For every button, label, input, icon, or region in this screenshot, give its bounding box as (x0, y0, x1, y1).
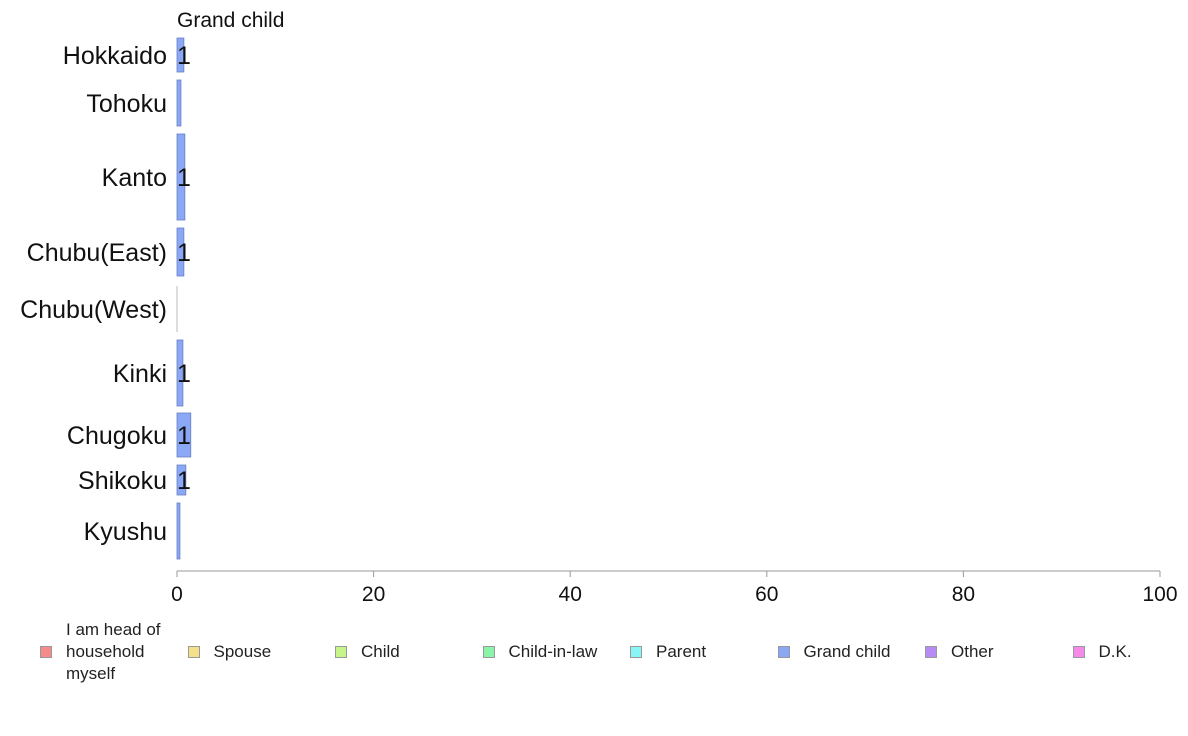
data-label: 1 (177, 42, 191, 70)
legend-item: D.K. (1072, 620, 1188, 684)
legend-label: Child (361, 642, 400, 661)
bar-kyushu (176, 502, 181, 560)
chart-title: Grand child (177, 9, 284, 32)
x-tick-label: 100 (1142, 583, 1177, 606)
category-label: Kanto (102, 164, 167, 192)
legend-swatch (630, 646, 642, 658)
bar-chubu-east- (176, 227, 185, 277)
bar-tohoku (176, 79, 182, 127)
legend-label: I am head of household myself (66, 620, 161, 683)
data-labels: 1 1 1 1 1 1 (177, 42, 191, 495)
data-label: 1 (177, 239, 191, 267)
category-label: Shikoku (78, 467, 167, 495)
legend-label: Grand child (803, 642, 891, 661)
x-tick-label: 60 (755, 583, 778, 606)
legend-swatch (187, 646, 200, 658)
bar-kinki (176, 339, 184, 407)
category-label: Hokkaido (63, 42, 167, 70)
x-tick-label: 80 (952, 583, 975, 606)
legend-swatch (777, 646, 790, 658)
legend-item: Child (335, 620, 465, 684)
data-label: 1 (177, 422, 191, 450)
category-label: Kinki (113, 360, 167, 388)
legend-swatch (925, 646, 937, 658)
legend-label: Parent (656, 642, 707, 661)
bar-chugoku (176, 412, 192, 458)
legend-item: Other (925, 620, 1055, 684)
category-label: Kyushu (84, 518, 167, 546)
legend-item: I am head of household myself (40, 620, 180, 684)
x-axis: 0 20 40 60 80 100 (171, 570, 1178, 606)
legend-label: Other (951, 642, 994, 661)
category-labels: Hokkaido Tohoku Kanto Chubu(East) Chubu(West… (20, 42, 167, 546)
data-label: 1 (177, 164, 191, 192)
legend-label: D.K. (1098, 642, 1132, 661)
bar-chart: Grand child Hokkaido Tohoku Kanto Chubu(Eas… (20, 9, 1178, 606)
legend-item: Spouse (187, 620, 318, 684)
x-tick-label: 40 (559, 583, 582, 606)
category-label: Chubu(West) (20, 296, 167, 324)
legend-item: Child-in-law (482, 620, 613, 684)
bar-hokkaido (176, 37, 185, 73)
legend-item: Parent (630, 620, 760, 684)
legend-swatch (40, 646, 52, 658)
legend-item: Grand child (777, 620, 908, 684)
data-label: 1 (177, 360, 191, 388)
x-tick-label: 20 (362, 583, 385, 606)
data-label: 1 (177, 467, 191, 495)
legend-swatch (482, 646, 495, 658)
category-label: Tohoku (86, 90, 167, 118)
bars-group (176, 37, 192, 560)
bar-kanto (176, 133, 186, 221)
legend: I am head of household myself Spouse Child… (0, 620, 1188, 690)
category-label: Chubu(East) (27, 239, 167, 267)
legend-swatch (335, 646, 347, 658)
legend-swatch (1072, 646, 1085, 658)
x-tick-label: 0 (171, 583, 183, 606)
category-label: Chugoku (67, 422, 167, 450)
bar-shikoku (176, 464, 187, 496)
legend-label: Spouse (213, 642, 272, 661)
legend-label: Child-in-law (508, 642, 598, 661)
